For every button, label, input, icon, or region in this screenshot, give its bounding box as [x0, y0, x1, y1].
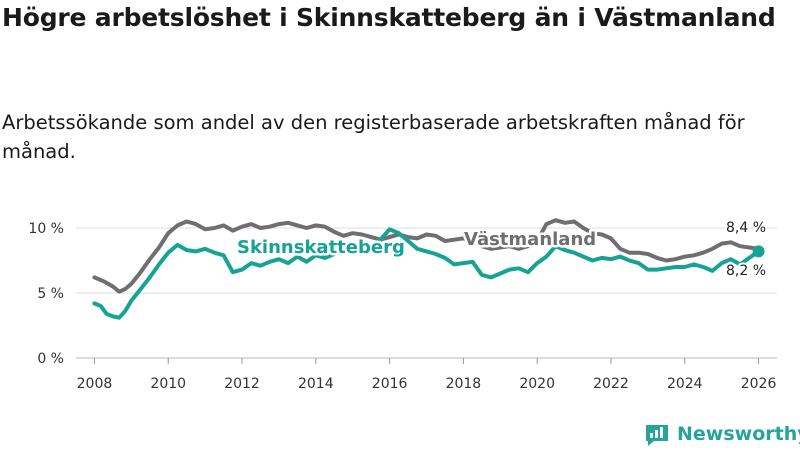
series-line-skinnskatteberg — [92, 227, 761, 320]
x-tick-label: 2016 — [372, 376, 408, 392]
x-tick-label: 2012 — [224, 376, 260, 392]
x-tick-label: 2022 — [593, 376, 629, 392]
chart-title: Högre arbetslöshet i Skinnskatteberg än … — [2, 3, 776, 32]
brand-logo: Newsworthy — [644, 420, 800, 448]
x-tick-label: 2020 — [519, 376, 555, 392]
series-line-västmanland — [92, 218, 761, 294]
chart-subtitle: Arbetssökande som andel av den registerb… — [2, 111, 745, 163]
end-value-label-skinnskatteberg: 8,2 % — [726, 263, 766, 279]
series-label-vastmanland: Västmanland — [464, 229, 596, 250]
x-tick-label: 2024 — [667, 376, 703, 392]
brand-name: Newsworthy — [677, 423, 800, 445]
end-value-label-vastmanland: 8,4 % — [726, 220, 766, 236]
x-tick-label: 2010 — [150, 376, 186, 392]
y-tick-label: 0 % — [37, 351, 64, 367]
newsworthy-logo-icon — [646, 425, 668, 446]
x-tick-label: 2018 — [446, 376, 482, 392]
x-tick-label: 2026 — [741, 376, 777, 392]
end-point-marker — [752, 245, 765, 258]
x-tick-label: 2014 — [298, 376, 334, 392]
series-label-skinnskatteberg: Skinnskatteberg — [237, 237, 405, 258]
x-tick-label: 2008 — [77, 376, 113, 392]
y-tick-label: 10 % — [28, 221, 64, 237]
y-tick-label: 5 % — [37, 286, 64, 302]
